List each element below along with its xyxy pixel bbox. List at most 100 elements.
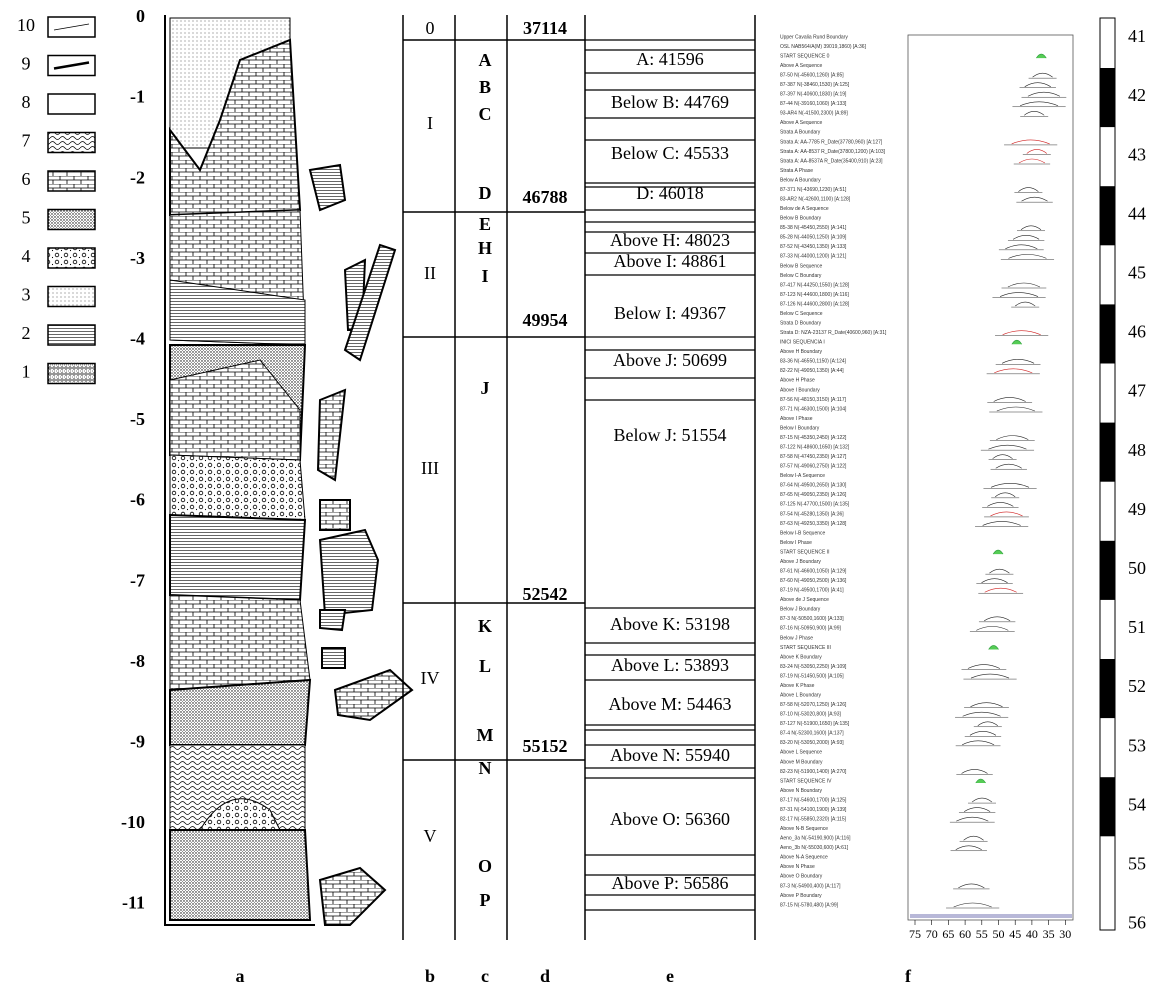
boundary-label: Below J: 51554: [613, 425, 726, 445]
model-label: 82-22 N(-49050,1350) [A:44]: [780, 368, 844, 374]
model-label: Strata A: AA-8537A R_Date(35400,910) [A:…: [780, 158, 883, 164]
model-label: 83-24 N(-53050,2250) [A:109]: [780, 664, 847, 670]
probability-curve: [971, 674, 1009, 678]
probability-curve: [1022, 197, 1048, 201]
column-a-drawing: [165, 15, 412, 925]
panel-letter: a: [236, 966, 245, 986]
model-label: Below B Sequence: [780, 263, 822, 269]
legend-number: 3: [22, 285, 31, 305]
probability-curve: [1008, 254, 1046, 258]
probability-curve: [997, 407, 1035, 411]
legend-box: [48, 94, 95, 114]
scale-label: 47: [1128, 381, 1146, 401]
panel-letter: e: [666, 966, 674, 986]
column-f-base: [910, 914, 1072, 918]
probability-curve: [994, 369, 1032, 373]
model-label: Aeno_3a N(-54190,900) [A:116]: [780, 836, 851, 842]
legend-number: 7: [22, 131, 31, 151]
scale-label: 46: [1128, 322, 1146, 342]
model-label: Above O Boundary: [780, 874, 823, 880]
probability-curve: [972, 798, 992, 802]
figure: 109876543210-1-2-3-4-5-6-7-8-9-10-110III…: [0, 0, 1153, 990]
scale-label: 52: [1128, 676, 1146, 696]
column-f-frame: [908, 35, 1073, 920]
depth-label: -7: [130, 570, 145, 590]
model-label: 87-52 N(-43450,1350) [A:133]: [780, 244, 847, 250]
probability-curve: [995, 493, 1015, 497]
probability-curve: [988, 445, 1026, 449]
model-label: 83-36 N(-46550,1150) [A:124]: [780, 359, 847, 365]
scale-segment: [1100, 777, 1115, 836]
depth-label: 0: [136, 6, 145, 26]
model-label: Above K Phase: [780, 683, 815, 689]
layer-letter: B: [479, 77, 491, 97]
panel-letter: b: [425, 966, 435, 986]
unit-label: III: [421, 458, 439, 478]
probability-curve: [1036, 54, 1046, 58]
legend-number: 6: [22, 169, 31, 189]
scale-label: 56: [1128, 913, 1146, 933]
model-label: Above N-A Sequence: [780, 855, 828, 861]
unit-label: I: [427, 113, 433, 133]
model-label: INICI SEQUENCIA I: [780, 340, 825, 346]
probability-curve: [991, 483, 1029, 487]
probability-curve: [1005, 245, 1037, 249]
depth-label: -9: [130, 732, 145, 752]
model-label: Strata A: AA-8537 R_Date(37800,1200) [A:…: [780, 149, 886, 155]
axis-label: 75: [909, 927, 921, 941]
depth-label: -4: [130, 329, 145, 349]
scale-label: 53: [1128, 735, 1146, 755]
panel-letter: d: [540, 966, 550, 986]
boundary-label: Above L: 53893: [611, 655, 729, 675]
boundary-label: Above K: 53198: [610, 614, 730, 634]
model-label: START SEQUENCE 0: [780, 53, 830, 59]
model-label: Above I Boundary: [780, 387, 820, 393]
model-label: Strata A Boundary: [780, 130, 821, 136]
depth-label: -1: [130, 87, 145, 107]
axis-label: 50: [993, 927, 1005, 941]
depth-label: -6: [130, 490, 145, 510]
unit-label: 0: [426, 18, 435, 38]
scale-label: 45: [1128, 263, 1146, 283]
axis-label: 45: [1009, 927, 1021, 941]
probability-curve: [1012, 140, 1050, 144]
legend-box: [48, 171, 95, 191]
age-date: 37114: [523, 18, 567, 38]
model-label: Above A Sequence: [780, 120, 822, 126]
probability-curve: [962, 769, 988, 773]
model-label: Above de J Sequence: [780, 597, 829, 603]
layer-letter: D: [479, 183, 492, 203]
probability-curve: [1015, 302, 1035, 306]
probability-curve: [1025, 83, 1051, 87]
probability-curve: [976, 779, 986, 783]
model-label: Below I-B Sequence: [780, 530, 826, 536]
probability-curve: [987, 502, 1013, 506]
model-label: 85-28 N(-44050,1250) [A:109]: [780, 235, 847, 241]
depth-label: -8: [130, 651, 145, 671]
probability-curve: [996, 464, 1022, 468]
boundary-label: Below B: 44769: [611, 92, 729, 112]
scale-segment: [1100, 659, 1115, 718]
probability-curve: [1021, 226, 1041, 230]
model-label: 87-126 N(-44600,2800) [A:128]: [780, 301, 850, 307]
model-label: Below B Boundary: [780, 216, 822, 222]
axis-label: 30: [1059, 927, 1071, 941]
model-label: Strata A: AA-7785 R_Date(37780,960) [A:1…: [780, 139, 883, 145]
scale-label: 55: [1128, 854, 1146, 874]
boundary-label: Below C: 45533: [611, 143, 729, 163]
layer-letter: N: [479, 758, 492, 778]
depth-label: -11: [122, 893, 145, 913]
boundary-label: D: 46018: [636, 183, 704, 203]
boundary-label: Above P: 56586: [612, 873, 729, 893]
model-label: Aeno_3b N(-55030,600) [A:61]: [780, 845, 849, 851]
model-label: 87-61 N(-46600,1050) [A:129]: [780, 568, 847, 574]
boundary-label: A: 41596: [636, 49, 704, 69]
model-label: START SEQUENCE III: [780, 645, 831, 651]
model-label: Below C Boundary: [780, 273, 822, 279]
model-label: 87-15 N(-45350,2450) [A:122]: [780, 435, 847, 441]
model-label: Above I Phase: [780, 416, 813, 422]
model-label: 87-65 N(-49050,2350) [A:126]: [780, 492, 847, 498]
probability-curve: [1020, 102, 1058, 106]
probability-curve: [958, 884, 984, 888]
model-label: 87-127 N(-51900,1650) [A:135]: [780, 721, 850, 727]
